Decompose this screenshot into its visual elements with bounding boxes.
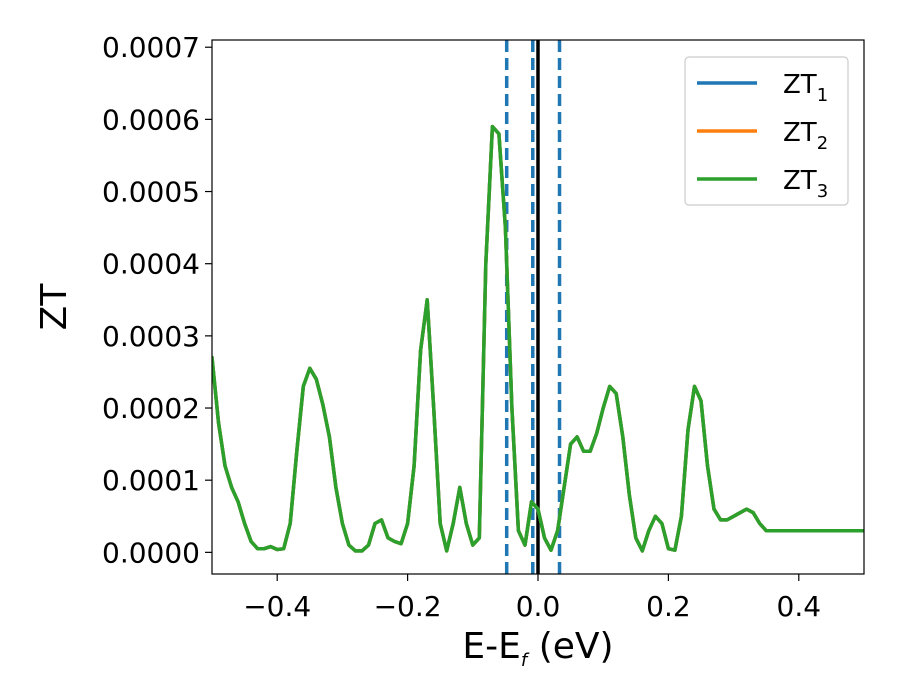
x-tick-label: 0.0: [516, 590, 561, 623]
legend-label-main: ZT: [783, 70, 817, 100]
legend-label-sub: 3: [817, 181, 828, 202]
y-tick-label: 0.0005: [102, 176, 200, 209]
x-axis-ticks: −0.4 −0.2 0.0 0.2 0.4: [243, 574, 821, 623]
legend-label-main: ZT: [783, 118, 817, 148]
y-tick-label: 0.0007: [102, 31, 200, 64]
y-tick-label: 0.0004: [102, 248, 200, 281]
y-tick-label: 0.0000: [102, 536, 200, 569]
y-tick-label: 0.0006: [102, 103, 200, 136]
y-tick-label: 0.0002: [102, 392, 200, 425]
vertical-reference-lines: [504, 40, 562, 574]
legend-label-sub: 2: [817, 133, 828, 154]
x-axis-label-main: E-E: [462, 626, 520, 667]
series-line-zt3: [212, 124, 864, 553]
y-tick-label: 0.0003: [102, 320, 200, 353]
x-axis-label: E-Ef (eV): [462, 626, 613, 671]
x-tick-label: 0.2: [646, 590, 691, 623]
x-tick-label: −0.4: [243, 590, 311, 623]
x-axis-label-unit: (eV): [527, 626, 613, 667]
x-tick-label: −0.2: [374, 590, 442, 623]
legend-box: [684, 56, 849, 206]
legend-label-zt1: ZT1: [783, 70, 828, 106]
y-axis-label: ZT: [34, 283, 75, 331]
legend-label-sub: 1: [817, 85, 828, 106]
x-tick-label: 0.4: [777, 590, 822, 623]
y-tick-label: 0.0001: [102, 464, 200, 497]
series-lines: [212, 124, 864, 553]
legend-label-zt2: ZT2: [783, 118, 828, 154]
x-axis-label-sub: f: [521, 650, 530, 671]
legend-label-main: ZT: [783, 166, 817, 196]
y-axis-ticks: 0.0000 0.0001 0.0002 0.0003 0.0004 0.0005 0.00…: [102, 31, 212, 569]
legend-label-zt3: ZT3: [783, 166, 828, 202]
